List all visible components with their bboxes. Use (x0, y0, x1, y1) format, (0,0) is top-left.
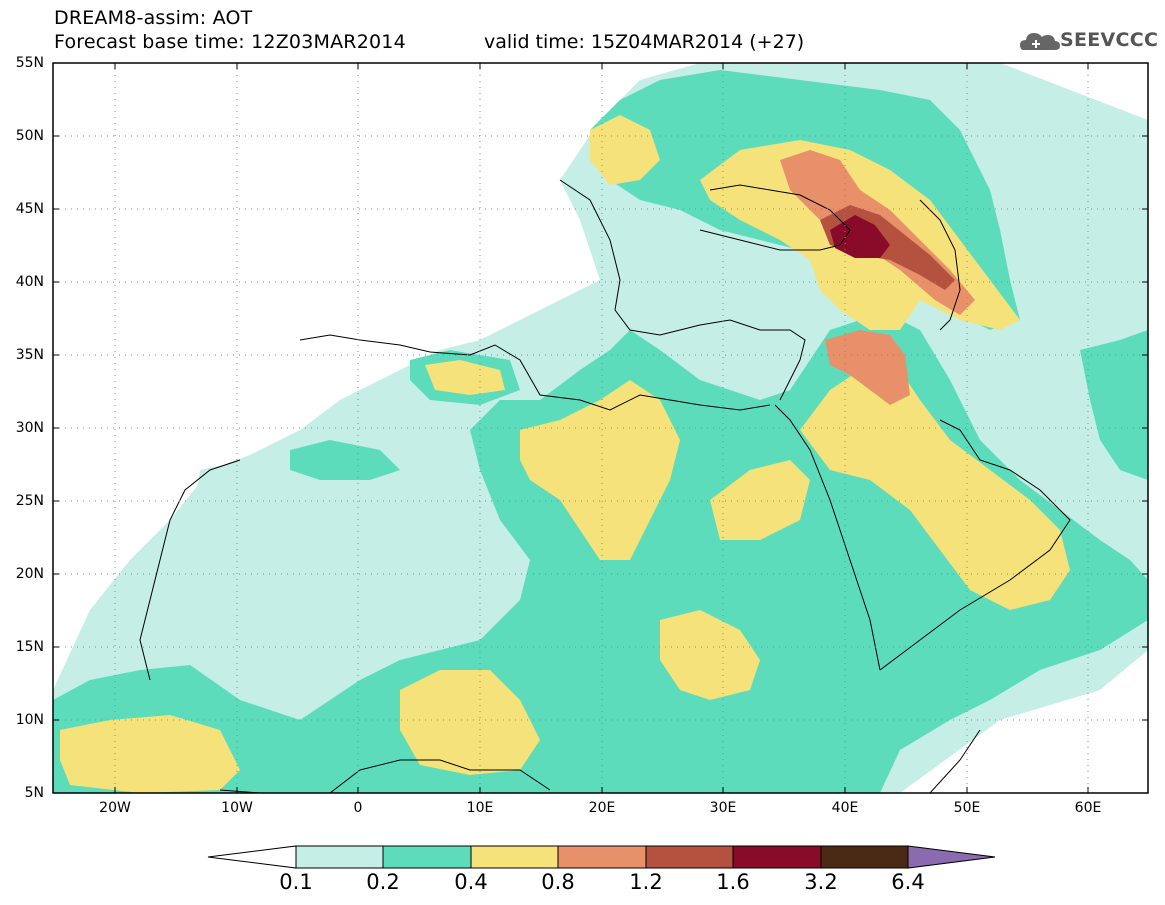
lon-label-10w: 10W (221, 800, 253, 816)
colorbar-label-0.1: 0.1 (279, 870, 313, 894)
colorbar-bin-0.1 (295, 845, 384, 869)
colorbar (207, 845, 996, 869)
forecast-base-time: Forecast base time: 12Z03MAR2014 (54, 31, 406, 53)
lat-label-5n: 5N (24, 785, 44, 801)
colorbar-label-0.8: 0.8 (541, 870, 575, 894)
axis-ticks (53, 62, 1148, 794)
colorbar-label-1.2: 1.2 (629, 870, 663, 894)
colorbar-bin-1.6 (732, 845, 822, 869)
colorbar-low-arrow (207, 845, 297, 869)
lon-label-50e: 50E (953, 800, 981, 816)
aot-level-0.2-east (1080, 330, 1148, 480)
lat-label-10n: 10N (15, 712, 44, 728)
aot-level-0.4-arabia (800, 370, 1070, 610)
lon-label-30e: 30E (709, 800, 737, 816)
lon-label-40e: 40E (831, 800, 859, 816)
colorbar-label-3.2: 3.2 (804, 870, 838, 894)
aot-level-0.4-libya (520, 380, 680, 560)
cloud-logo-icon (1020, 33, 1060, 50)
logo-text: SEEVCCC (1060, 29, 1159, 51)
aot-level-0.4-balkan (590, 115, 660, 185)
colorbar-label-6.4: 6.4 (891, 870, 925, 894)
lon-label-10e: 10E (466, 800, 494, 816)
aot-level-0.4-west (60, 715, 240, 793)
colorbar-bin-0.4 (470, 845, 559, 869)
colorbar-bin-0.2 (382, 845, 472, 869)
lon-label-60e: 60E (1074, 800, 1102, 816)
aot-level-0.4-sudan (660, 610, 760, 700)
aot-level-0.8-iraq (825, 330, 910, 405)
colorbar-bin-0.8 (557, 845, 647, 869)
colorbar-label-0.2: 0.2 (366, 870, 400, 894)
aot-level-0.2-spot2 (290, 440, 400, 480)
map-title: DREAM8-assim: AOT (54, 7, 253, 29)
lat-label-35n: 35N (15, 347, 44, 363)
lon-label-20e: 20E (588, 800, 616, 816)
colorbar-bin-3.2 (820, 845, 909, 869)
lat-label-15n: 15N (15, 639, 44, 655)
colorbar-high-arrow (907, 845, 996, 869)
aot-level-0.4-tunis (425, 360, 505, 395)
colorbar-bin-1.2 (645, 845, 734, 869)
aot-level-0.4-sahel (400, 670, 540, 775)
lon-label-0: 0 (353, 800, 363, 816)
lat-label-20n: 20N (15, 566, 44, 582)
aot-level-0.4-egypt (710, 460, 810, 540)
coastlines (139, 179, 1071, 793)
lat-label-30n: 30N (15, 420, 44, 436)
colorbar-label-0.4: 0.4 (454, 870, 488, 894)
lat-label-25n: 25N (15, 493, 44, 509)
colorbar-label-1.6: 1.6 (716, 870, 750, 894)
lon-label-20w: 20W (99, 800, 131, 816)
aot-level-0.1-b (190, 455, 440, 660)
lat-label-50n: 50N (15, 128, 44, 144)
lat-label-40n: 40N (15, 274, 44, 290)
lat-label-45n: 45N (15, 201, 44, 217)
valid-time: valid time: 15Z04MAR2014 (+27) (484, 31, 805, 53)
lat-label-55n: 55N (15, 55, 44, 71)
